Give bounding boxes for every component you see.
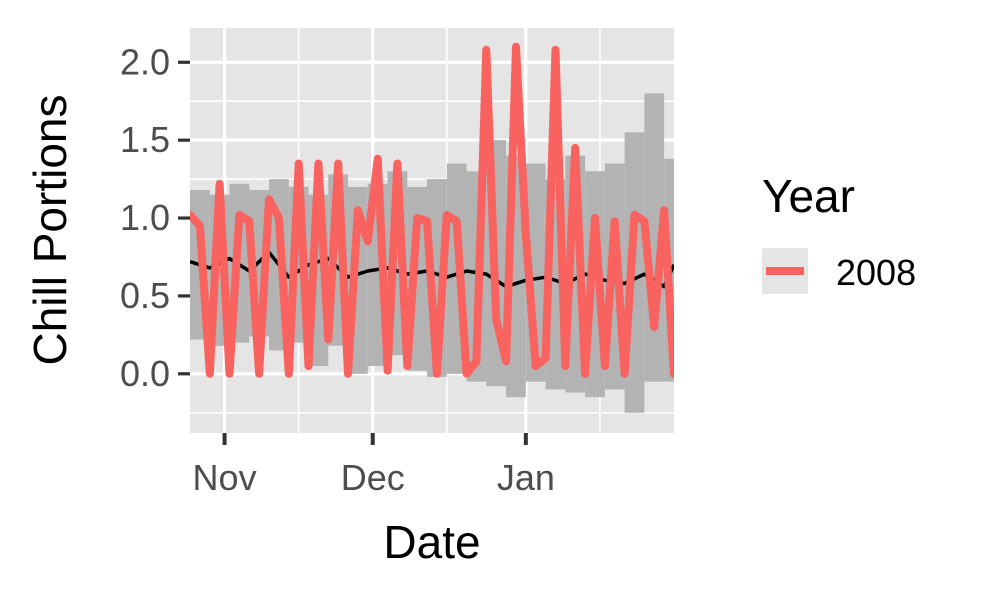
x-tick-label: Nov bbox=[193, 457, 257, 498]
series-lines bbox=[190, 42, 674, 378]
y-tick-label: 1.0 bbox=[120, 197, 170, 238]
y-tick-label: 1.5 bbox=[120, 119, 170, 160]
legend-title: Year bbox=[762, 170, 855, 222]
x-tick-label: Dec bbox=[341, 457, 405, 498]
legend-label-2008: 2008 bbox=[836, 252, 916, 293]
axes: 0.0 0.5 1.0 1.5 2.0 Nov Dec Jan bbox=[120, 41, 555, 498]
y-tick-label: 0.5 bbox=[120, 275, 170, 316]
x-axis-title: Date bbox=[383, 516, 480, 568]
range-band-segment bbox=[674, 171, 675, 377]
y-tick-label: 0.0 bbox=[120, 353, 170, 394]
x-tick-label: Jan bbox=[497, 457, 555, 498]
y-axis-title: Chill Portions bbox=[24, 95, 76, 366]
series-line-2008 bbox=[190, 42, 674, 378]
y-tick-label: 2.0 bbox=[120, 41, 170, 82]
legend: Year 2008 bbox=[762, 170, 916, 294]
